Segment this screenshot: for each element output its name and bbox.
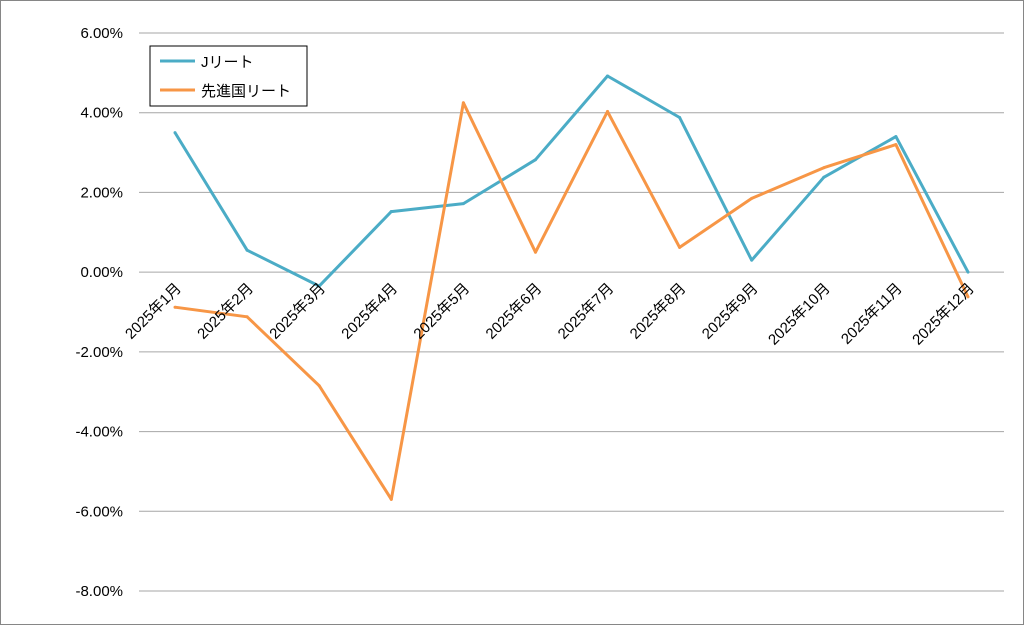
y-tick-label: -8.00% — [75, 583, 123, 600]
legend: Jリート 先進国リート — [149, 45, 308, 107]
y-tick-label: -2.00% — [75, 344, 123, 361]
data-point — [245, 315, 249, 319]
x-category-label: 2025年10月 — [765, 280, 834, 349]
x-axis-category-labels: 2025年1月 2025年2月 2025年3月 2025年4月 2025年5月 2025年… — [122, 280, 978, 349]
data-point — [533, 250, 537, 254]
legend-box — [149, 45, 308, 107]
x-category-label: 2025年12月 — [909, 280, 978, 349]
data-point — [461, 101, 465, 105]
data-point — [533, 158, 537, 162]
data-point — [678, 245, 682, 249]
y-tick-label: 4.00% — [80, 105, 123, 122]
data-point — [389, 497, 393, 501]
y-tick-label: 0.00% — [80, 264, 123, 281]
data-point — [317, 384, 321, 388]
data-point — [750, 258, 754, 262]
x-category-label: 2025年9月 — [699, 280, 762, 343]
data-point — [317, 284, 321, 288]
y-tick-label: 6.00% — [80, 25, 123, 42]
legend-label-jreit: Jリート — [201, 54, 254, 71]
data-point — [822, 175, 826, 179]
series-lines — [173, 74, 970, 501]
legend-label-global-reit: 先進国リート — [201, 83, 291, 100]
data-point — [678, 115, 682, 119]
series-line-global-reit — [174, 101, 970, 501]
x-category-label: 2025年11月 — [838, 280, 906, 348]
x-category-label: 2025年3月 — [266, 280, 329, 343]
data-point — [966, 295, 970, 299]
y-tick-label: 2.00% — [80, 184, 123, 201]
x-category-label: 2025年5月 — [410, 280, 473, 343]
series-line-jreit — [173, 74, 970, 288]
data-point — [750, 196, 754, 200]
data-point — [606, 74, 610, 78]
data-point — [389, 210, 393, 214]
data-point — [173, 305, 177, 309]
data-point — [245, 248, 249, 252]
data-point — [822, 166, 826, 170]
x-category-label: 2025年1月 — [122, 280, 185, 343]
x-category-label: 2025年6月 — [483, 280, 546, 343]
x-category-label: 2025年7月 — [555, 280, 618, 343]
data-point — [894, 143, 898, 147]
x-category-label: 2025年4月 — [338, 280, 401, 343]
data-point — [966, 270, 970, 274]
data-point — [606, 110, 610, 114]
y-tick-label: -4.00% — [75, 424, 123, 441]
y-tick-label: -6.00% — [75, 503, 123, 520]
data-point — [173, 131, 177, 135]
data-point — [894, 135, 898, 139]
y-axis-tick-labels: 6.00% 4.00% 2.00% 0.00% -2.00% -4.00% -6.00% -8… — [75, 25, 123, 600]
x-category-label: 2025年8月 — [627, 280, 690, 343]
data-point — [461, 202, 465, 206]
